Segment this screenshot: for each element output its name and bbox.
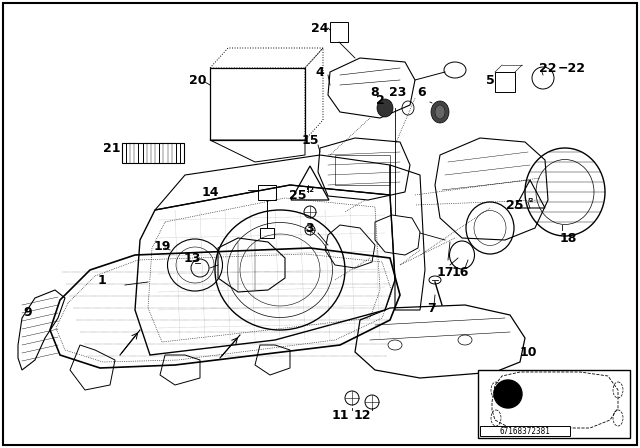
Text: 20: 20: [189, 73, 207, 86]
Text: 2: 2: [376, 94, 385, 107]
Text: 14: 14: [201, 185, 219, 198]
Text: 3: 3: [306, 221, 314, 234]
Circle shape: [494, 380, 522, 408]
Text: 13: 13: [183, 251, 201, 264]
Bar: [258, 185, 276, 200]
Text: 16: 16: [451, 266, 468, 279]
Text: 22: 22: [540, 61, 557, 74]
Text: 1: 1: [98, 273, 106, 287]
Text: 12: 12: [353, 409, 371, 422]
Text: 10: 10: [519, 345, 537, 358]
Text: 11: 11: [332, 409, 349, 422]
Ellipse shape: [431, 101, 449, 123]
Text: 5: 5: [486, 73, 494, 86]
Text: 9: 9: [24, 306, 32, 319]
Bar: [122, 143, 184, 163]
Text: 25: 25: [506, 198, 524, 211]
Text: 67168372381: 67168372381: [500, 426, 550, 435]
Text: 24: 24: [311, 22, 329, 34]
Text: !2: !2: [527, 198, 533, 202]
Ellipse shape: [377, 99, 393, 117]
Text: 8: 8: [371, 86, 380, 99]
Bar: [480, 426, 570, 436]
Text: 25: 25: [289, 189, 307, 202]
Text: 15: 15: [301, 134, 319, 146]
Bar: [260, 228, 274, 238]
Text: 7: 7: [428, 302, 436, 314]
Bar: [495, 72, 515, 92]
Text: !2: !2: [306, 187, 314, 193]
Bar: [210, 68, 305, 140]
Bar: [330, 22, 348, 42]
Text: 23: 23: [389, 86, 406, 99]
Text: 4: 4: [316, 65, 324, 78]
Text: 18: 18: [559, 232, 577, 245]
Bar: [335, 155, 390, 185]
Ellipse shape: [429, 276, 441, 284]
Text: −22: −22: [558, 61, 586, 74]
Bar: [478, 370, 630, 438]
Text: 19: 19: [154, 240, 171, 253]
Ellipse shape: [435, 105, 445, 119]
Text: 21: 21: [103, 142, 121, 155]
Text: 6: 6: [418, 86, 426, 99]
Text: 17: 17: [436, 266, 454, 279]
